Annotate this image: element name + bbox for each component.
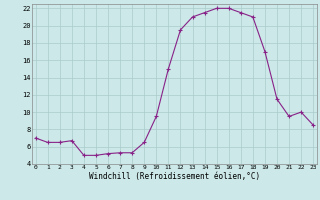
X-axis label: Windchill (Refroidissement éolien,°C): Windchill (Refroidissement éolien,°C)	[89, 172, 260, 181]
